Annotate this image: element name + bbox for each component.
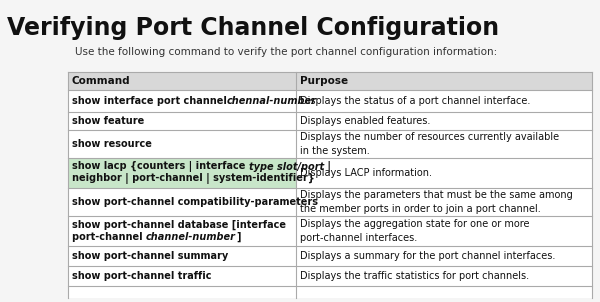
Bar [68,158,296,188]
Text: Displays LACP information.: Displays LACP information. [300,168,432,178]
Text: show resource: show resource [72,139,152,149]
Text: show port-channel traffic: show port-channel traffic [72,271,212,281]
Text: show lacp {counters | interface: show lacp {counters | interface [72,162,249,172]
Bar [68,72,592,298]
Text: chennal-number: chennal-number [227,96,317,106]
Text: type slot/port: type slot/port [249,162,324,172]
Text: show port-channel summary: show port-channel summary [72,251,228,261]
Text: Command: Command [72,76,131,86]
Text: Displays the parameters that must be the same among
the member ports in order to: Displays the parameters that must be the… [300,190,572,214]
Text: port-channel: port-channel [72,232,146,242]
Text: Verifying Port Channel Configuration: Verifying Port Channel Configuration [7,16,499,40]
Text: Displays the aggregation state for one or more
port-channel interfaces.: Displays the aggregation state for one o… [300,219,529,243]
Text: |: | [324,162,331,172]
Text: Displays the status of a port channel interface.: Displays the status of a port channel in… [300,96,530,106]
Text: Purpose: Purpose [300,76,348,86]
Text: ]: ] [236,232,241,242]
Text: Displays the traffic statistics for port channels.: Displays the traffic statistics for port… [300,271,529,281]
Bar [68,72,592,90]
Text: Displays the number of resources currently available
in the system.: Displays the number of resources current… [300,132,559,156]
Text: show port-channel database [interface: show port-channel database [interface [72,220,286,230]
Text: show feature: show feature [72,116,144,126]
Text: channel-number: channel-number [146,232,236,242]
Text: neighbor | port-channel | system-identifier}: neighbor | port-channel | system-identif… [72,174,315,185]
Text: Use the following command to verify the port channel configuration information:: Use the following command to verify the … [75,47,497,57]
Text: Displays enabled features.: Displays enabled features. [300,116,430,126]
Text: show interface port channel: show interface port channel [72,96,227,106]
Text: Displays a summary for the port channel interfaces.: Displays a summary for the port channel … [300,251,556,261]
Text: show port-channel compatibility-parameters: show port-channel compatibility-paramete… [72,197,318,207]
